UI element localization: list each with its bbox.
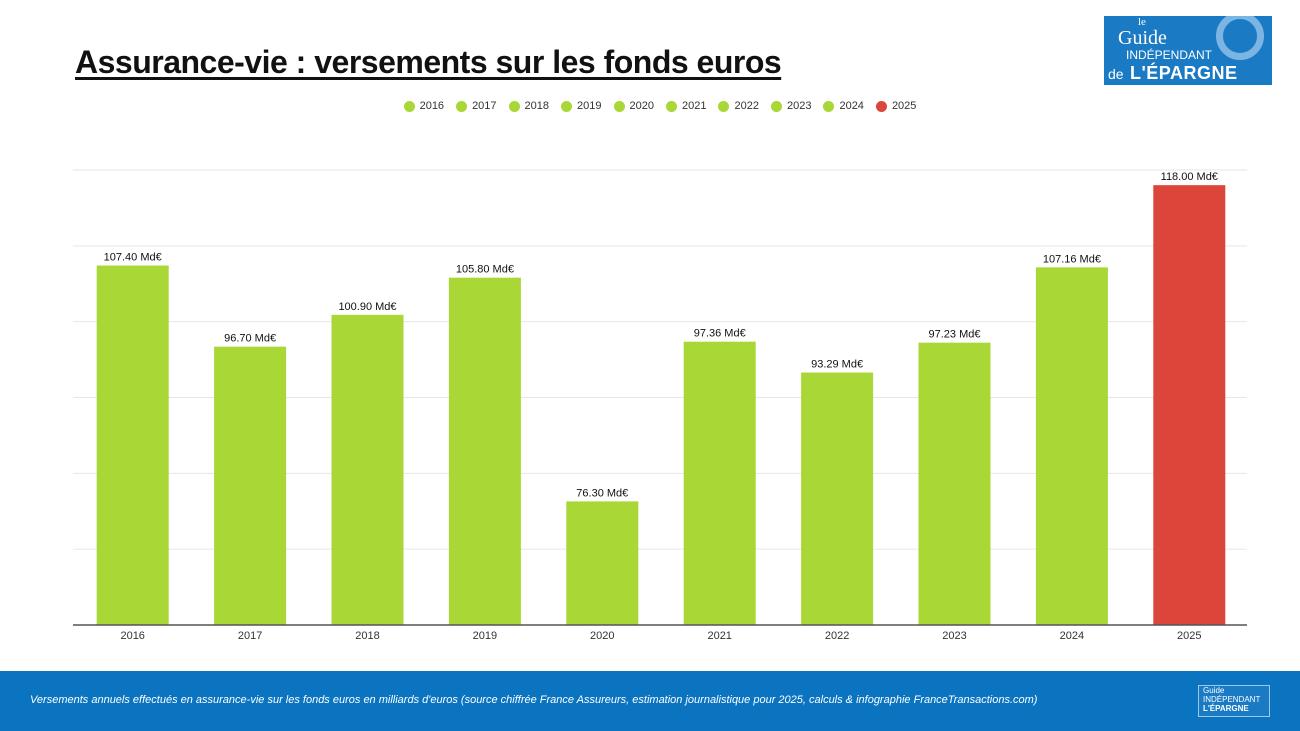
logo-text: le xyxy=(1138,16,1146,28)
data-label: 107.16 Md€ xyxy=(1043,253,1101,265)
legend-dot xyxy=(823,100,835,112)
bar xyxy=(1153,185,1226,625)
legend-item[interactable]: 2017 xyxy=(456,100,497,112)
legend-label: 2022 xyxy=(734,100,759,112)
logo-text: Guide xyxy=(1203,686,1225,695)
legend-item[interactable]: 2016 xyxy=(403,100,445,112)
footer-bar: Versements annuels effectués en assuranc… xyxy=(0,671,1300,731)
legend-item[interactable]: 2022 xyxy=(718,100,759,112)
x-tick-label: 2024 xyxy=(1060,630,1084,642)
legend-label: 2024 xyxy=(839,100,864,112)
legend-label: 2018 xyxy=(524,100,550,112)
legend-dot xyxy=(613,100,625,112)
bar xyxy=(214,346,287,625)
data-label: 100.90 Md€ xyxy=(338,301,396,313)
legend-item[interactable]: 2018 xyxy=(508,100,550,112)
data-label: 118.00 Md€ xyxy=(1161,171,1218,183)
legend-dot xyxy=(666,100,677,112)
footer-logo: Guide INDÉPENDANT L'ÉPARGNE xyxy=(1198,685,1270,717)
logo-text: Guide xyxy=(1118,27,1167,49)
x-tick-label: 2025 xyxy=(1177,630,1201,642)
bar xyxy=(448,277,521,625)
legend-dot xyxy=(770,100,782,112)
data-label: 96.70 Md€ xyxy=(224,333,276,345)
bar xyxy=(918,342,991,625)
logo-text: L'ÉPARGNE xyxy=(1130,63,1238,83)
legend-label: 2016 xyxy=(419,100,445,112)
x-tick-label: 2019 xyxy=(473,630,497,642)
legend-label: 2021 xyxy=(682,100,707,112)
data-label: 105.80 Md€ xyxy=(456,264,514,276)
legend-item[interactable]: 2025 xyxy=(875,100,917,112)
data-label: 97.36 Md€ xyxy=(694,328,746,340)
legend-label: 2023 xyxy=(786,100,812,112)
bar xyxy=(683,341,756,625)
logo-text: INDÉPENDANT xyxy=(1126,48,1213,62)
data-label: 93.29 Md€ xyxy=(811,359,863,371)
guide-epargne-logo: le Guide INDÉPENDANT de L'ÉPARGNE xyxy=(1104,16,1272,85)
legend-dot xyxy=(403,100,415,112)
legend-dot xyxy=(718,100,730,112)
legend-item[interactable]: 2020 xyxy=(613,100,654,112)
legend-label: 2017 xyxy=(472,100,497,112)
page-title: Assurance-vie : versements sur les fonds… xyxy=(75,44,782,80)
x-tick-label: 2023 xyxy=(942,630,966,642)
x-tick-label: 2022 xyxy=(825,630,849,642)
bar xyxy=(331,314,404,625)
legend-item[interactable]: 2019 xyxy=(561,100,602,112)
legend-dot xyxy=(561,100,573,112)
chart-legend: 2016 2017 2018 2019 2020 2021 2022 2023 2024 2025 xyxy=(0,100,1300,112)
legend-label: 2019 xyxy=(577,100,602,112)
bar xyxy=(1035,267,1108,625)
x-tick-label: 2018 xyxy=(355,630,379,642)
data-label: 107.40 Md€ xyxy=(104,252,162,264)
bar-chart: 107.40 Md€ 2016 96.70 Md€ 2017 100.90 Md€ 201… xyxy=(73,169,1247,642)
x-tick-label: 2020 xyxy=(590,630,614,642)
logo-text: L'ÉPARGNE xyxy=(1203,704,1249,713)
logo-text: de xyxy=(1108,66,1124,82)
footnote: Versements annuels effectués en assuranc… xyxy=(30,694,1038,706)
x-tick-label: 2016 xyxy=(120,630,144,642)
bar xyxy=(96,265,169,625)
legend-item[interactable]: 2024 xyxy=(823,100,864,112)
logo-text: INDÉPENDANT xyxy=(1203,695,1261,704)
bar xyxy=(566,501,639,625)
x-tick-label: 2017 xyxy=(238,630,262,642)
legend-item[interactable]: 2023 xyxy=(770,100,812,112)
legend-item[interactable]: 2021 xyxy=(666,100,706,112)
legend-label: 2020 xyxy=(629,100,654,112)
legend-dot xyxy=(875,100,887,112)
data-label: 97.23 Md€ xyxy=(929,329,981,341)
data-label: 76.30 Md€ xyxy=(576,487,628,499)
legend-dot xyxy=(508,100,520,112)
x-tick-label: 2021 xyxy=(707,630,731,642)
logo-ring xyxy=(1216,16,1264,60)
legend-dot xyxy=(456,100,468,112)
bar xyxy=(801,372,874,625)
legend-label: 2025 xyxy=(891,100,917,112)
